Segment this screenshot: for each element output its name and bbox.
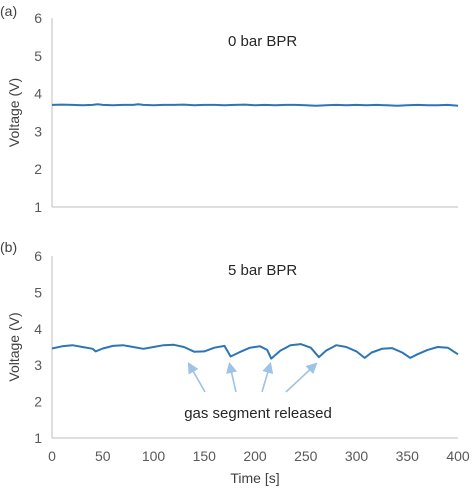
panel-b-x-tick-label: 150 bbox=[193, 448, 217, 464]
panel-b-x-tick-label: 400 bbox=[446, 448, 470, 464]
panel-b-y-axis-title: Voltage (V) bbox=[6, 312, 22, 381]
panel-a-y-axis-title: Voltage (V) bbox=[6, 78, 22, 147]
panel-a-y-tick-label: 2 bbox=[34, 161, 42, 177]
panel-b-y-tick-label: 3 bbox=[34, 357, 42, 373]
panel-a-y-tick-label: 1 bbox=[34, 199, 42, 215]
panel-b-callout-text: gas segment released bbox=[184, 405, 332, 422]
panel-b-y-tick-label: 2 bbox=[34, 394, 42, 410]
panel-b-x-tick-label: 50 bbox=[95, 448, 111, 464]
panel-b-callout-arrow bbox=[226, 361, 238, 393]
panel-b-y-tick-label: 6 bbox=[34, 248, 42, 264]
panel-b-label: (b) bbox=[0, 239, 17, 255]
panel-b-annotation: 5 bar BPR bbox=[228, 262, 297, 279]
panel-b-x-tick-label: 350 bbox=[396, 448, 420, 464]
panel-b-y-tick-label: 4 bbox=[34, 321, 42, 337]
panel-b-x-tick-label: 0 bbox=[48, 448, 56, 464]
panel-a-y-tick-label: 5 bbox=[34, 48, 42, 64]
panel-b-voltage-line bbox=[51, 343, 459, 360]
panel-a-annotation: 0 bar BPR bbox=[228, 33, 297, 50]
panel-b-x-tick-label: 200 bbox=[243, 448, 267, 464]
panel-b-x-tick-label: 100 bbox=[142, 448, 166, 464]
panel-b-y-tick-label: 5 bbox=[34, 284, 42, 300]
panel-b-x-tick-label: 250 bbox=[294, 448, 318, 464]
panel-b-callout-arrow bbox=[285, 362, 318, 393]
panel-b-x-tick-label: 300 bbox=[345, 448, 369, 464]
panel-a-y-tick-label: 4 bbox=[34, 86, 42, 102]
panel-a-y-tick-label: 3 bbox=[34, 123, 42, 139]
panel-b-callout-arrow bbox=[187, 362, 206, 393]
panel-b-y-tick-label: 1 bbox=[34, 430, 42, 446]
panel-b-x-axis-title: Time [s] bbox=[230, 470, 279, 486]
panel-a-label: (a) bbox=[0, 3, 17, 19]
panel-a-y-tick-label: 6 bbox=[34, 10, 42, 26]
panel-b-callout-arrow bbox=[261, 361, 274, 393]
panel-a-voltage-line bbox=[51, 103, 459, 107]
